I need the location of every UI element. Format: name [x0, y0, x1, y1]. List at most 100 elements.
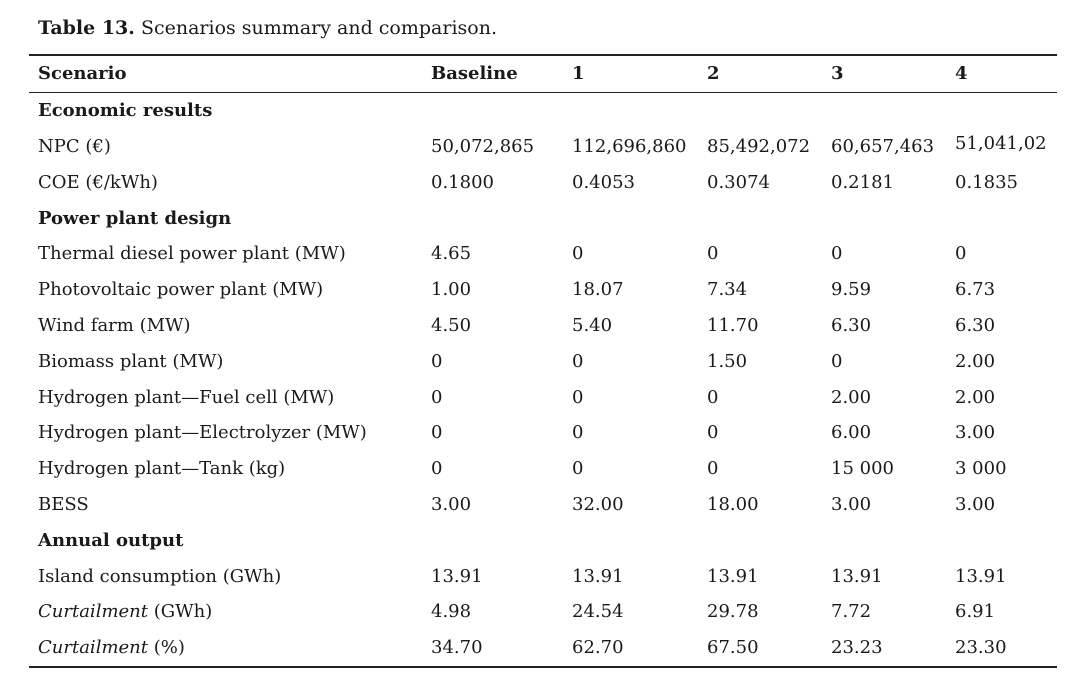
section-row-power-plant-design: Power plant design — [29, 200, 1057, 236]
cell-baseline: 4.98 — [431, 601, 472, 623]
cell-scenario-2: 85,492,072 — [707, 135, 811, 157]
cell-scenario-3: 0 — [831, 243, 843, 265]
cell-scenario-1: 0 — [572, 243, 584, 265]
row-label: Curtailment (GWh) — [29, 594, 422, 630]
row-label: BESS — [38, 493, 89, 515]
row-label-unit: (%) — [148, 637, 185, 659]
cell-scenario-3: 2.00 — [831, 386, 872, 408]
cell-scenario-3: 9.59 — [831, 279, 872, 301]
section-row-annual-output: Annual output — [29, 522, 1057, 558]
table-header-row: Scenario Baseline 1 2 3 4 — [29, 55, 1057, 93]
cell-scenario-4: 0.1835 — [955, 171, 1018, 193]
cell-scenario-3: 0.2181 — [831, 171, 894, 193]
cell-scenario-2: 67.50 — [707, 637, 759, 659]
cell-scenario-1: 62.70 — [572, 637, 624, 659]
cell-scenario-3: 6.30 — [831, 314, 872, 336]
cell-baseline: 0 — [431, 386, 443, 408]
cell-scenario-4: 13.91 — [955, 565, 1007, 587]
cell-baseline: 0.1800 — [431, 171, 494, 193]
cell-scenario-4: 51,041,02 — [955, 132, 1047, 154]
table-row: Thermal diesel power plant (MW) 4.65 0 0… — [29, 236, 1057, 272]
cell-scenario-4: 6.91 — [955, 601, 996, 623]
row-label: NPC (€) — [38, 135, 111, 157]
cell-scenario-2: 0 — [707, 243, 719, 265]
cell-baseline: 4.50 — [431, 314, 472, 336]
row-label: Biomass plant (MW) — [38, 350, 224, 372]
row-label: Island consumption (GWh) — [38, 565, 282, 587]
table-row: Biomass plant (MW) 0 0 1.50 0 2.00 — [29, 343, 1057, 379]
row-label: Hydrogen plant—Tank (kg) — [38, 458, 286, 480]
cell-baseline: 0 — [431, 458, 443, 480]
table-row: Island consumption (GWh) 13.91 13.91 13.… — [29, 558, 1057, 594]
row-label: Wind farm (MW) — [38, 314, 191, 336]
table-row: Hydrogen plant—Fuel cell (MW) 0 0 0 2.00… — [29, 379, 1057, 415]
cell-scenario-2: 0 — [707, 422, 719, 444]
cell-scenario-4: 2.00 — [955, 350, 996, 372]
cell-scenario-3: 23.23 — [831, 637, 883, 659]
row-label: Photovoltaic power plant (MW) — [38, 279, 324, 301]
cell-scenario-1: 32.00 — [572, 493, 624, 515]
row-label: Thermal diesel power plant (MW) — [38, 243, 346, 265]
table-row: Wind farm (MW) 4.50 5.40 11.70 6.30 6.30 — [29, 308, 1057, 344]
cell-scenario-2: 11.70 — [707, 314, 759, 336]
cell-scenario-2: 18.00 — [707, 493, 759, 515]
table-caption: Table 13. Scenarios summary and comparis… — [38, 16, 497, 40]
section-title: Power plant design — [38, 207, 232, 229]
column-header-1: 1 — [572, 63, 585, 85]
cell-scenario-4: 3.00 — [955, 493, 996, 515]
cell-scenario-2: 0 — [707, 386, 719, 408]
table-row: Photovoltaic power plant (MW) 1.00 18.07… — [29, 272, 1057, 308]
row-label: Curtailment (%) — [29, 630, 422, 667]
table-row: Hydrogen plant—Tank (kg) 0 0 0 15 000 3 … — [29, 451, 1057, 487]
table-row: NPC (€) 50,072,865 112,696,860 85,492,07… — [29, 129, 1057, 165]
cell-scenario-2: 29.78 — [707, 601, 759, 623]
row-label: COE (€/kWh) — [38, 171, 158, 193]
table-row: Hydrogen plant—Electrolyzer (MW) 0 0 0 6… — [29, 415, 1057, 451]
section-row-economic-results: Economic results — [29, 92, 1057, 128]
section-title: Economic results — [38, 100, 213, 122]
scenarios-table: Scenario Baseline 1 2 3 4 Economic resul… — [29, 54, 1057, 668]
cell-scenario-4: 23.30 — [955, 637, 1007, 659]
cell-scenario-1: 13.91 — [572, 565, 624, 587]
cell-scenario-4: 3 000 — [955, 458, 1007, 480]
cell-scenario-1: 0 — [572, 422, 584, 444]
cell-baseline: 4.65 — [431, 243, 472, 265]
row-label: Hydrogen plant—Electrolyzer (MW) — [38, 422, 367, 444]
table-row: BESS 3.00 32.00 18.00 3.00 3.00 — [29, 487, 1057, 523]
row-label: Hydrogen plant—Fuel cell (MW) — [38, 386, 335, 408]
cell-scenario-1: 18.07 — [572, 279, 624, 301]
cell-scenario-3: 0 — [831, 350, 843, 372]
section-title: Annual output — [38, 529, 184, 551]
cell-scenario-3: 6.00 — [831, 422, 872, 444]
table-row: COE (€/kWh) 0.1800 0.4053 0.3074 0.2181 … — [29, 164, 1057, 200]
row-label-italic: Curtailment — [38, 601, 148, 623]
cell-scenario-2: 13.91 — [707, 565, 759, 587]
cell-scenario-3: 3.00 — [831, 493, 872, 515]
cell-scenario-2: 7.34 — [707, 279, 748, 301]
table-row: Curtailment (GWh) 4.98 24.54 29.78 7.72 … — [29, 594, 1057, 630]
column-header-baseline: Baseline — [431, 63, 518, 85]
column-header-4: 4 — [955, 63, 968, 85]
table-title: Scenarios summary and comparison. — [140, 17, 497, 39]
cell-baseline: 1.00 — [431, 279, 472, 301]
cell-baseline: 34.70 — [431, 637, 483, 659]
cell-scenario-1: 0 — [572, 350, 584, 372]
column-header-2: 2 — [707, 63, 720, 85]
cell-scenario-2: 0.3074 — [707, 171, 770, 193]
row-label-italic: Curtailment — [38, 637, 148, 659]
cell-baseline: 13.91 — [431, 565, 483, 587]
cell-scenario-2: 1.50 — [707, 350, 748, 372]
cell-scenario-3: 15 000 — [831, 458, 894, 480]
cell-scenario-4: 6.73 — [955, 279, 996, 301]
cell-scenario-4: 2.00 — [955, 386, 996, 408]
cell-scenario-1: 5.40 — [572, 314, 613, 336]
cell-scenario-1: 112,696,860 — [572, 135, 687, 157]
cell-scenario-1: 0 — [572, 458, 584, 480]
cell-scenario-2: 0 — [707, 458, 719, 480]
cell-baseline: 0 — [431, 350, 443, 372]
cell-scenario-3: 60,657,463 — [831, 135, 935, 157]
cell-baseline: 3.00 — [431, 493, 472, 515]
cell-scenario-1: 24.54 — [572, 601, 624, 623]
cell-scenario-1: 0 — [572, 386, 584, 408]
table-row: Curtailment (%) 34.70 62.70 67.50 23.23 … — [29, 630, 1057, 667]
